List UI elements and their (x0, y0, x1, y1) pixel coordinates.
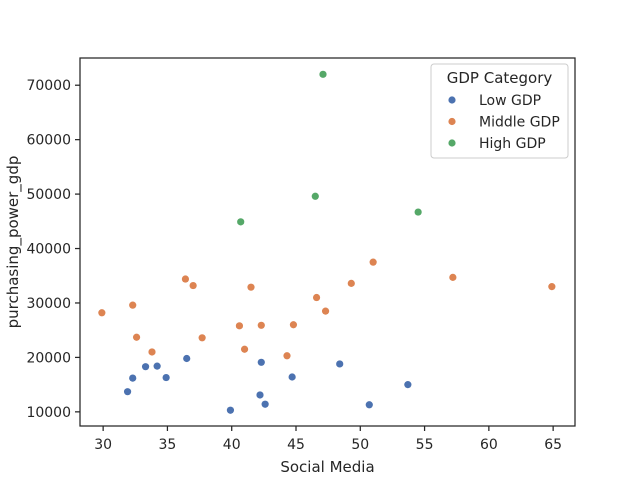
legend-marker-high-gdp (448, 139, 456, 147)
point-middle-gdp (321, 307, 330, 315)
point-middle-gdp (247, 283, 255, 291)
x-axis-label: Social Media (280, 458, 374, 476)
point-middle-gdp (240, 345, 249, 353)
y-tick-label: 70000 (26, 78, 71, 94)
point-middle-gdp (189, 281, 197, 290)
point-middle-gdp (148, 348, 156, 356)
point-low-gdp (256, 391, 264, 399)
legend-box (430, 63, 569, 159)
y-tick-label: 20000 (26, 350, 71, 366)
point-middle-gdp (369, 258, 377, 266)
point-low-gdp (336, 360, 344, 368)
y-axis-label: purchasing_power_gdp (4, 156, 23, 329)
point-middle-gdp (257, 321, 265, 329)
y-tick-label: 10000 (26, 405, 71, 421)
point-high-gdp (414, 208, 422, 216)
point-low-gdp (153, 362, 161, 370)
data-points (98, 70, 556, 414)
point-middle-gdp (132, 333, 141, 341)
point-middle-gdp (548, 283, 556, 291)
x-tick-label: 60 (480, 437, 498, 453)
x-tick-label: 40 (223, 437, 241, 453)
legend-entries: Low GDP Middle GDP High GDP (448, 93, 560, 152)
point-middle-gdp (449, 273, 457, 281)
point-high-gdp (237, 218, 245, 226)
point-middle-gdp (347, 279, 355, 287)
point-middle-gdp (289, 321, 298, 329)
point-low-gdp (183, 354, 191, 363)
legend-label-middle-gdp: Middle GDP (479, 115, 560, 131)
legend-title: GDP Category (447, 69, 553, 87)
legend-label-low-gdp: Low GDP (479, 93, 541, 109)
x-tick-label: 55 (416, 437, 434, 453)
y-axis-ticks: 10000 20000 30000 40000 50000 60000 70000 (26, 78, 80, 421)
legend-marker-low-gdp (448, 96, 456, 104)
y-tick-label: 60000 (26, 133, 71, 149)
point-low-gdp (404, 381, 412, 389)
y-tick-label: 30000 (26, 296, 71, 312)
point-low-gdp (226, 406, 235, 414)
point-low-gdp (129, 374, 137, 382)
point-middle-gdp (198, 334, 206, 342)
legend-label-high-gdp: High GDP (479, 136, 546, 152)
point-middle-gdp (129, 301, 137, 309)
y-tick-label: 40000 (26, 242, 71, 258)
point-low-gdp (162, 373, 170, 382)
point-middle-gdp (98, 309, 106, 317)
x-tick-label: 50 (351, 437, 369, 453)
point-middle-gdp (312, 293, 321, 302)
x-tick-label: 65 (544, 437, 562, 453)
point-low-gdp (365, 401, 373, 409)
point-high-gdp (311, 192, 319, 200)
y-tick-label: 50000 (26, 187, 71, 203)
point-middle-gdp (181, 275, 190, 283)
legend-marker-middle-gdp (448, 117, 456, 126)
x-axis-ticks: 30 35 40 45 50 55 60 65 (94, 426, 562, 453)
point-low-gdp (257, 358, 265, 366)
point-low-gdp (288, 373, 296, 381)
point-middle-gdp (283, 352, 291, 360)
point-high-gdp (319, 70, 327, 78)
point-low-gdp (123, 388, 132, 396)
x-tick-label: 45 (287, 437, 305, 453)
point-low-gdp (261, 400, 269, 408)
point-low-gdp (141, 363, 150, 371)
legend: GDP Category Low GDP Middle GDP High GDP (430, 63, 569, 159)
x-tick-label: 35 (159, 437, 177, 453)
x-tick-label: 30 (94, 437, 112, 453)
plot-frame (79, 57, 576, 427)
point-middle-gdp (235, 322, 244, 330)
